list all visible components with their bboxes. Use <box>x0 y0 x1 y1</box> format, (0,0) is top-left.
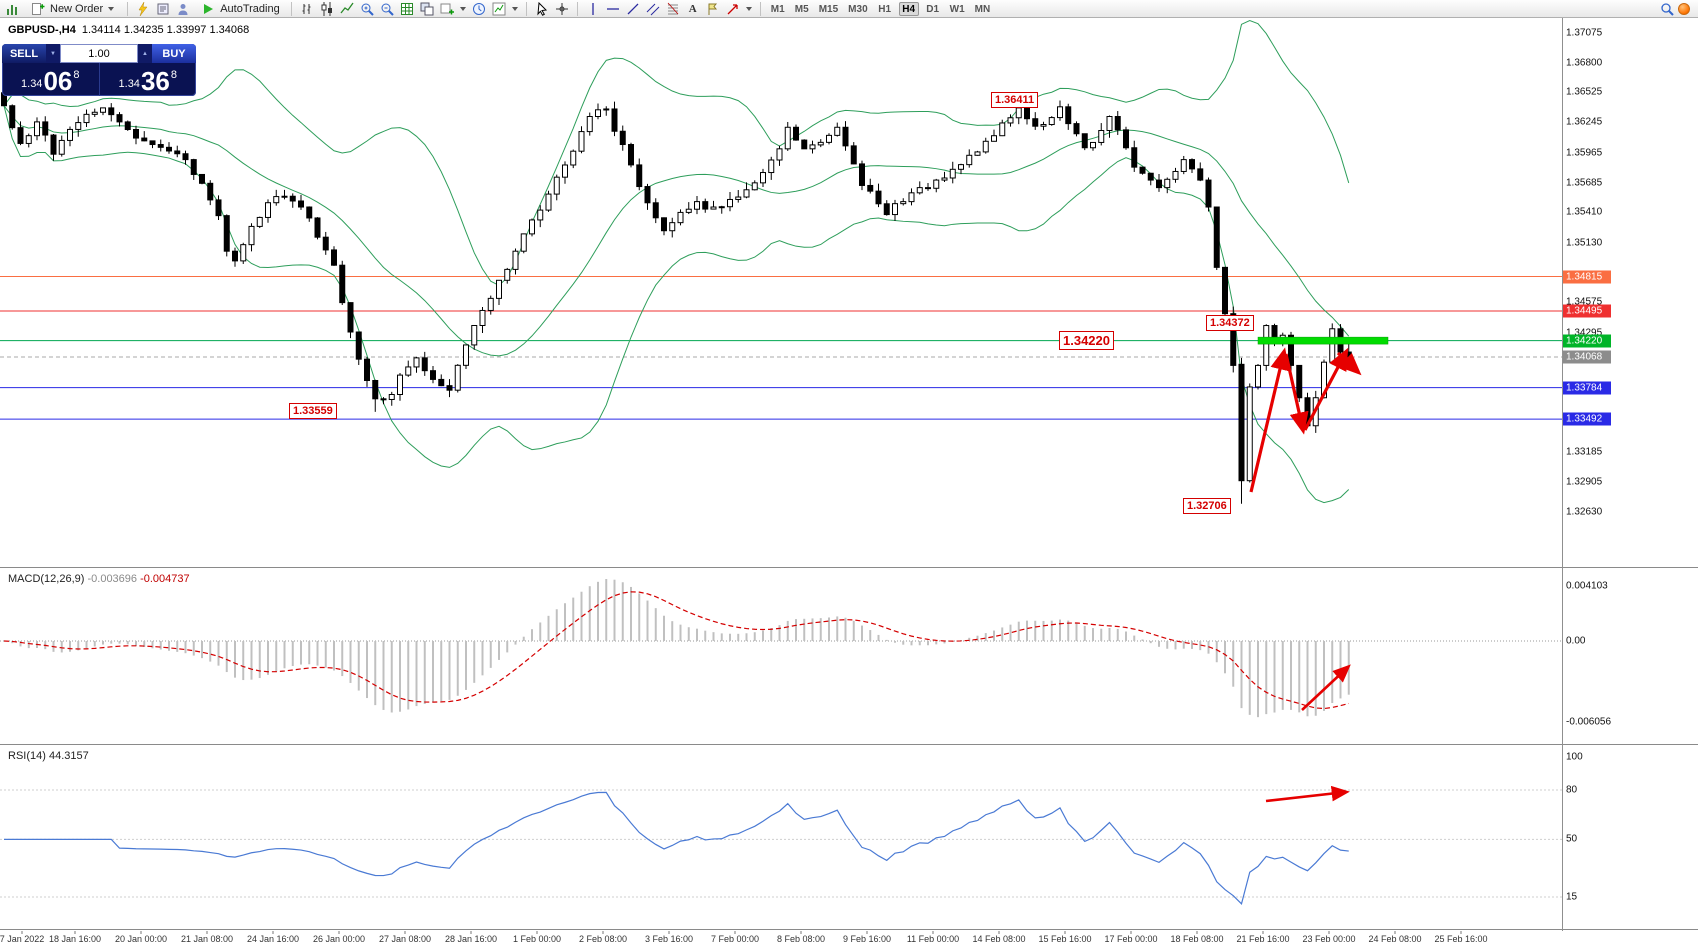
volume-increase-button[interactable]: ▲ <box>138 44 152 63</box>
profiles-icon[interactable] <box>174 1 192 17</box>
timeframe-mn[interactable]: MN <box>974 3 991 15</box>
new-order-icon <box>29 1 47 17</box>
channel-tool-icon[interactable] <box>644 1 662 17</box>
chevron-down-icon[interactable] <box>745 6 752 11</box>
text-tool-icon[interactable]: A <box>684 1 702 17</box>
toolbar-separator <box>525 1 527 16</box>
toolbar-separator <box>759 1 761 16</box>
sell-price-big: 06 <box>43 66 73 96</box>
volume-input[interactable]: 1.00 <box>60 44 138 63</box>
rsi-value: 44.3157 <box>48 750 89 762</box>
rsi-indicator-label: RSI(14) 44.3157 <box>8 750 89 762</box>
buy-price-big: 36 <box>140 66 170 96</box>
toolbar-separator <box>290 1 292 16</box>
cursor-icon[interactable] <box>533 1 551 17</box>
new-chart-icon[interactable] <box>438 1 456 17</box>
timeframe-m5[interactable]: M5 <box>794 3 809 15</box>
zoom-out-icon[interactable] <box>378 1 396 17</box>
symbol-info: GBPUSD-,H4 1.34114 1.34235 1.33997 1.3406… <box>8 24 249 36</box>
chevron-down-icon[interactable] <box>511 6 518 11</box>
volume-decrease-button[interactable]: ▼ <box>46 44 60 63</box>
time-axis[interactable] <box>0 931 1698 944</box>
label-tool-icon[interactable] <box>704 1 722 17</box>
bar-chart-icon[interactable] <box>298 1 316 17</box>
chevron-down-icon <box>108 6 115 11</box>
timeframe-h4[interactable]: H4 <box>898 1 919 16</box>
vertical-line-tool-icon[interactable] <box>584 1 602 17</box>
fibonacci-tool-icon[interactable] <box>664 1 682 17</box>
expert-advisors-icon[interactable] <box>134 1 152 17</box>
arrows-tool-icon[interactable] <box>724 1 742 17</box>
rsi-name: RSI(14) <box>8 750 46 762</box>
new-order-label: New Order <box>50 2 104 15</box>
sell-price[interactable]: 1.34 06 8 <box>2 63 99 96</box>
timeframe-m1[interactable]: M1 <box>770 3 785 15</box>
chart-window-icon[interactable] <box>4 1 22 17</box>
scripts-icon[interactable] <box>154 1 172 17</box>
autotrading-label: AutoTrading <box>220 2 280 15</box>
main-chart-panel[interactable] <box>0 18 1698 568</box>
horizontal-line-tool-icon[interactable] <box>604 1 622 17</box>
toolbar-separator <box>576 1 578 16</box>
indicators-icon[interactable] <box>490 1 508 17</box>
buy-button[interactable]: BUY <box>152 44 196 63</box>
price-axis-border <box>1562 18 1563 931</box>
toolbar: New Order AutoTrading A M1 M5 M15 M30 H1… <box>0 0 1698 18</box>
symbol-label: GBPUSD-,H4 <box>8 24 76 36</box>
buy-price-small: 1.34 <box>118 78 140 90</box>
play-icon <box>199 1 217 17</box>
panel-splitter[interactable] <box>0 743 1698 747</box>
sell-price-small: 1.34 <box>21 78 43 90</box>
zoom-in-icon[interactable] <box>358 1 376 17</box>
sell-button[interactable]: SELL <box>2 44 46 63</box>
timeframe-w1[interactable]: W1 <box>949 3 965 15</box>
crosshair-icon[interactable] <box>553 1 571 17</box>
sell-price-sup: 8 <box>73 69 80 81</box>
macd-indicator-label: MACD(12,26,9) -0.003696 -0.004737 <box>8 573 190 585</box>
macd-value-1: -0.003696 <box>87 573 138 585</box>
line-chart-icon[interactable] <box>338 1 356 17</box>
rsi-panel[interactable] <box>0 746 1698 930</box>
text-tool-glyph: A <box>688 2 697 15</box>
tile-windows-icon[interactable] <box>418 1 436 17</box>
ohlc-values: 1.34114 1.34235 1.33997 1.34068 <box>81 24 250 36</box>
timeframe-m30[interactable]: M30 <box>848 3 868 15</box>
toolbar-separator <box>127 1 129 16</box>
buy-price[interactable]: 1.34 36 8 <box>98 63 197 96</box>
one-click-trading-panel: SELL ▼ 1.00 ▲ BUY 1.34 06 8 1.34 36 8 <box>2 44 196 96</box>
notification-icon[interactable] <box>1678 2 1690 15</box>
chevron-down-icon[interactable] <box>459 6 466 11</box>
candlestick-chart-icon[interactable] <box>318 1 336 17</box>
grid-icon[interactable] <box>398 1 416 17</box>
clock-icon[interactable] <box>470 1 488 17</box>
autotrading-button[interactable]: AutoTrading <box>194 1 285 17</box>
timeframe-h1[interactable]: H1 <box>878 3 892 15</box>
macd-panel[interactable] <box>0 569 1698 745</box>
macd-name: MACD(12,26,9) <box>8 573 85 585</box>
timeframe-d1[interactable]: D1 <box>926 3 940 15</box>
buy-price-sup: 8 <box>170 69 177 81</box>
search-icon[interactable] <box>1658 1 1676 17</box>
macd-value-2: -0.004737 <box>140 573 190 585</box>
new-order-button[interactable]: New Order <box>24 1 121 17</box>
panel-splitter[interactable] <box>0 928 1698 932</box>
trendline-tool-icon[interactable] <box>624 1 642 17</box>
timeframe-m15[interactable]: M15 <box>818 3 839 15</box>
panel-splitter[interactable] <box>0 566 1698 570</box>
